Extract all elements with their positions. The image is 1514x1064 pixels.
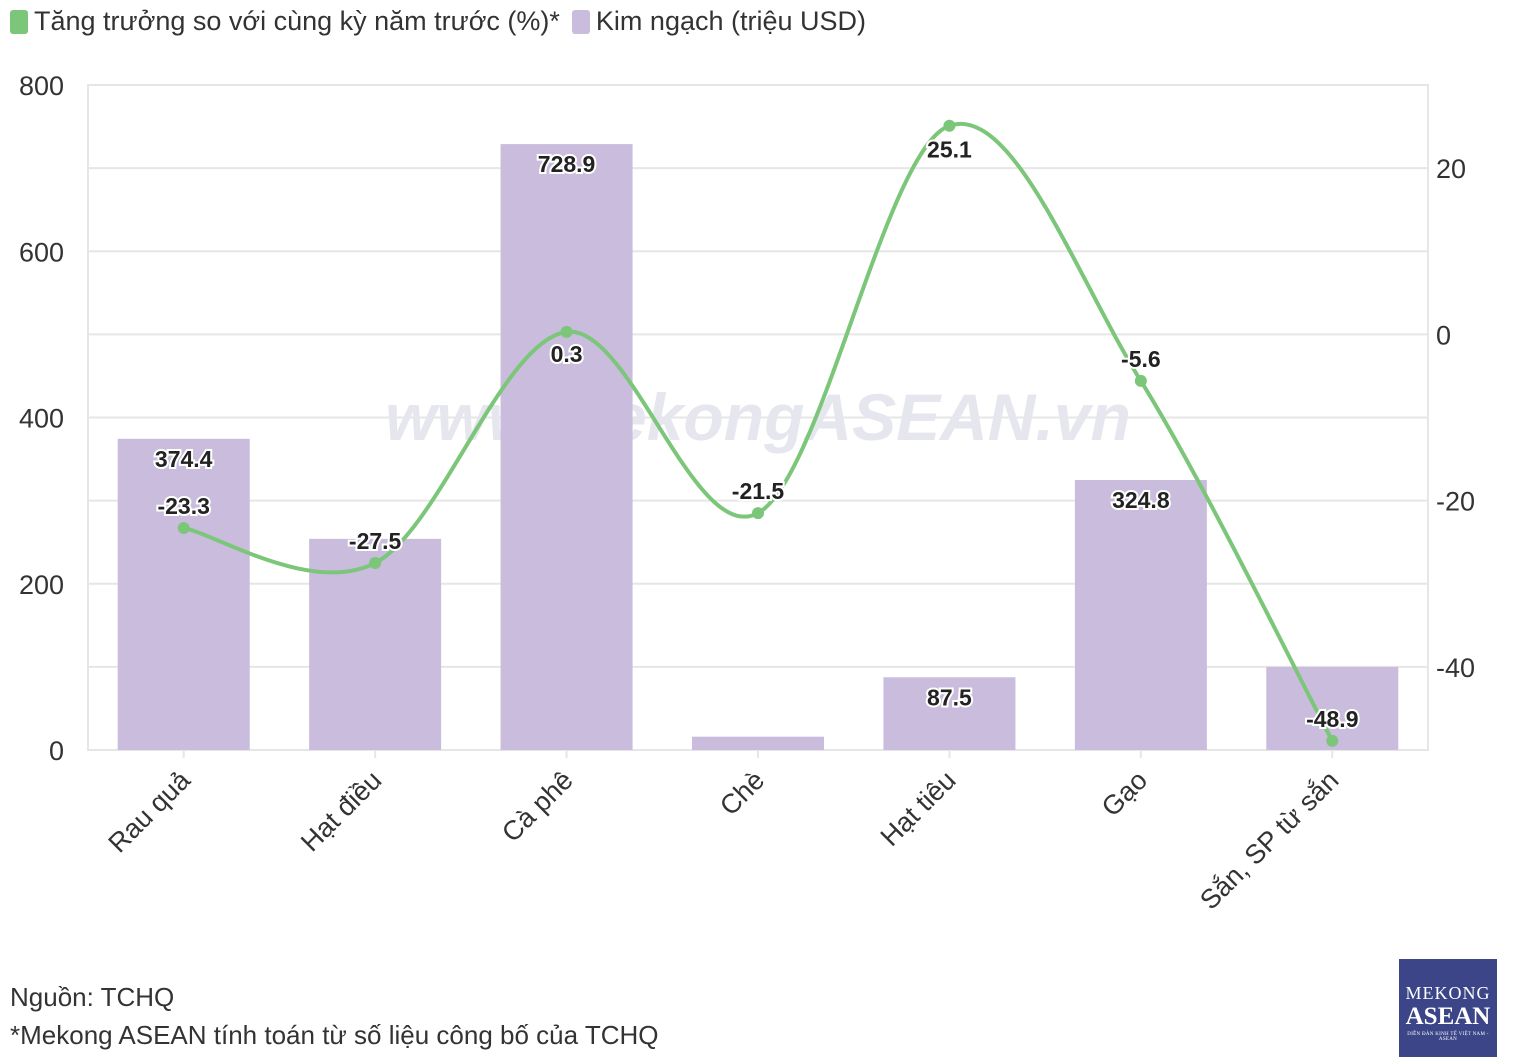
legend-swatch-growth bbox=[10, 9, 28, 34]
mekong-asean-logo: MEKONG ASEAN DIỄN ĐÀN KINH TẾ VIỆT NAM -… bbox=[1399, 959, 1497, 1057]
growth-point-5 bbox=[1134, 374, 1147, 387]
footer-notes: Nguồn: TCHQ *Mekong ASEAN tính toán từ s… bbox=[10, 978, 659, 1054]
y-left-tick-label: 800 bbox=[19, 71, 64, 101]
legend-item-growth[interactable]: Tăng trưởng so với cùng kỳ năm trước (%)… bbox=[10, 6, 560, 37]
legend-swatch-value bbox=[571, 9, 590, 34]
growth-point-1 bbox=[369, 556, 382, 569]
x-tick-label: Rau quả bbox=[103, 764, 197, 858]
legend: Tăng trưởng so với cùng kỳ năm trước (%)… bbox=[10, 6, 878, 37]
growth-point-4 bbox=[943, 119, 956, 132]
x-tick-label: Chè bbox=[714, 765, 770, 821]
logo-line-2: ASEAN bbox=[1405, 1003, 1491, 1030]
bar-3 bbox=[692, 736, 824, 750]
bar-value-label: 374.4 bbox=[155, 446, 213, 472]
growth-point-0 bbox=[177, 522, 190, 535]
growth-point-2 bbox=[560, 325, 573, 338]
bar-2 bbox=[500, 144, 633, 750]
bar-value-label: 87.5 bbox=[927, 684, 972, 710]
legend-item-value[interactable]: Kim ngạch (triệu USD) bbox=[571, 6, 867, 37]
bar-value-label: 728.9 bbox=[538, 151, 596, 177]
method-note: *Mekong ASEAN tính toán từ số liệu công … bbox=[10, 1020, 659, 1050]
logo-line-1: MEKONG bbox=[1405, 983, 1491, 1003]
x-tick-label: Sắn, SP từ sắn bbox=[1193, 764, 1344, 915]
x-tick-label: Cà phê bbox=[496, 765, 579, 848]
combo-chart: 0 200 400 600 800 -40 -20 0 20 www.MekongASEAN.vn… bbox=[19, 71, 1475, 915]
legend-label-value: Kim ngạch (triệu USD) bbox=[595, 6, 867, 36]
y-right-tick-label: -20 bbox=[1436, 487, 1475, 517]
bar-4 bbox=[883, 677, 1016, 750]
growth-value-label: -21.5 bbox=[732, 478, 785, 504]
growth-value-label: -5.6 bbox=[1121, 346, 1161, 372]
growth-point-6 bbox=[1326, 734, 1339, 747]
y-right-tick-label: 20 bbox=[1436, 154, 1466, 184]
bar-5 bbox=[1074, 480, 1207, 750]
bar-value-label: 324.8 bbox=[1112, 487, 1170, 513]
growth-value-label: -27.5 bbox=[349, 528, 402, 554]
bar-0 bbox=[117, 438, 250, 750]
x-tick-label: Hạt điều bbox=[295, 765, 387, 857]
source-note: Nguồn: TCHQ bbox=[10, 982, 175, 1012]
growth-point-3 bbox=[752, 507, 764, 520]
watermark: www.MekongASEAN.vn bbox=[385, 380, 1131, 454]
y-left-tick-label: 0 bbox=[49, 736, 64, 766]
y-right-tick-label: 0 bbox=[1436, 320, 1451, 350]
y-right-tick-label: -40 bbox=[1436, 653, 1475, 683]
y-left-tick-label: 400 bbox=[19, 404, 64, 434]
growth-line bbox=[181, 121, 1335, 743]
x-tick-label: Gạo bbox=[1096, 765, 1153, 822]
y-left-tick-label: 200 bbox=[19, 570, 64, 600]
growth-value-label: -48.9 bbox=[1306, 706, 1358, 732]
growth-value-label: 25.1 bbox=[927, 137, 972, 163]
growth-value-label: -23.3 bbox=[157, 493, 209, 519]
legend-label-growth: Tăng trưởng so với cùng kỳ năm trước (%)… bbox=[34, 6, 560, 36]
growth-value-label: 0.3 bbox=[551, 341, 583, 367]
y-left-tick-label: 600 bbox=[19, 237, 64, 267]
logo-line-3: DIỄN ĐÀN KINH TẾ VIỆT NAM - ASEAN bbox=[1407, 1032, 1489, 1042]
x-tick-label: Hạt tiêu bbox=[875, 765, 962, 852]
